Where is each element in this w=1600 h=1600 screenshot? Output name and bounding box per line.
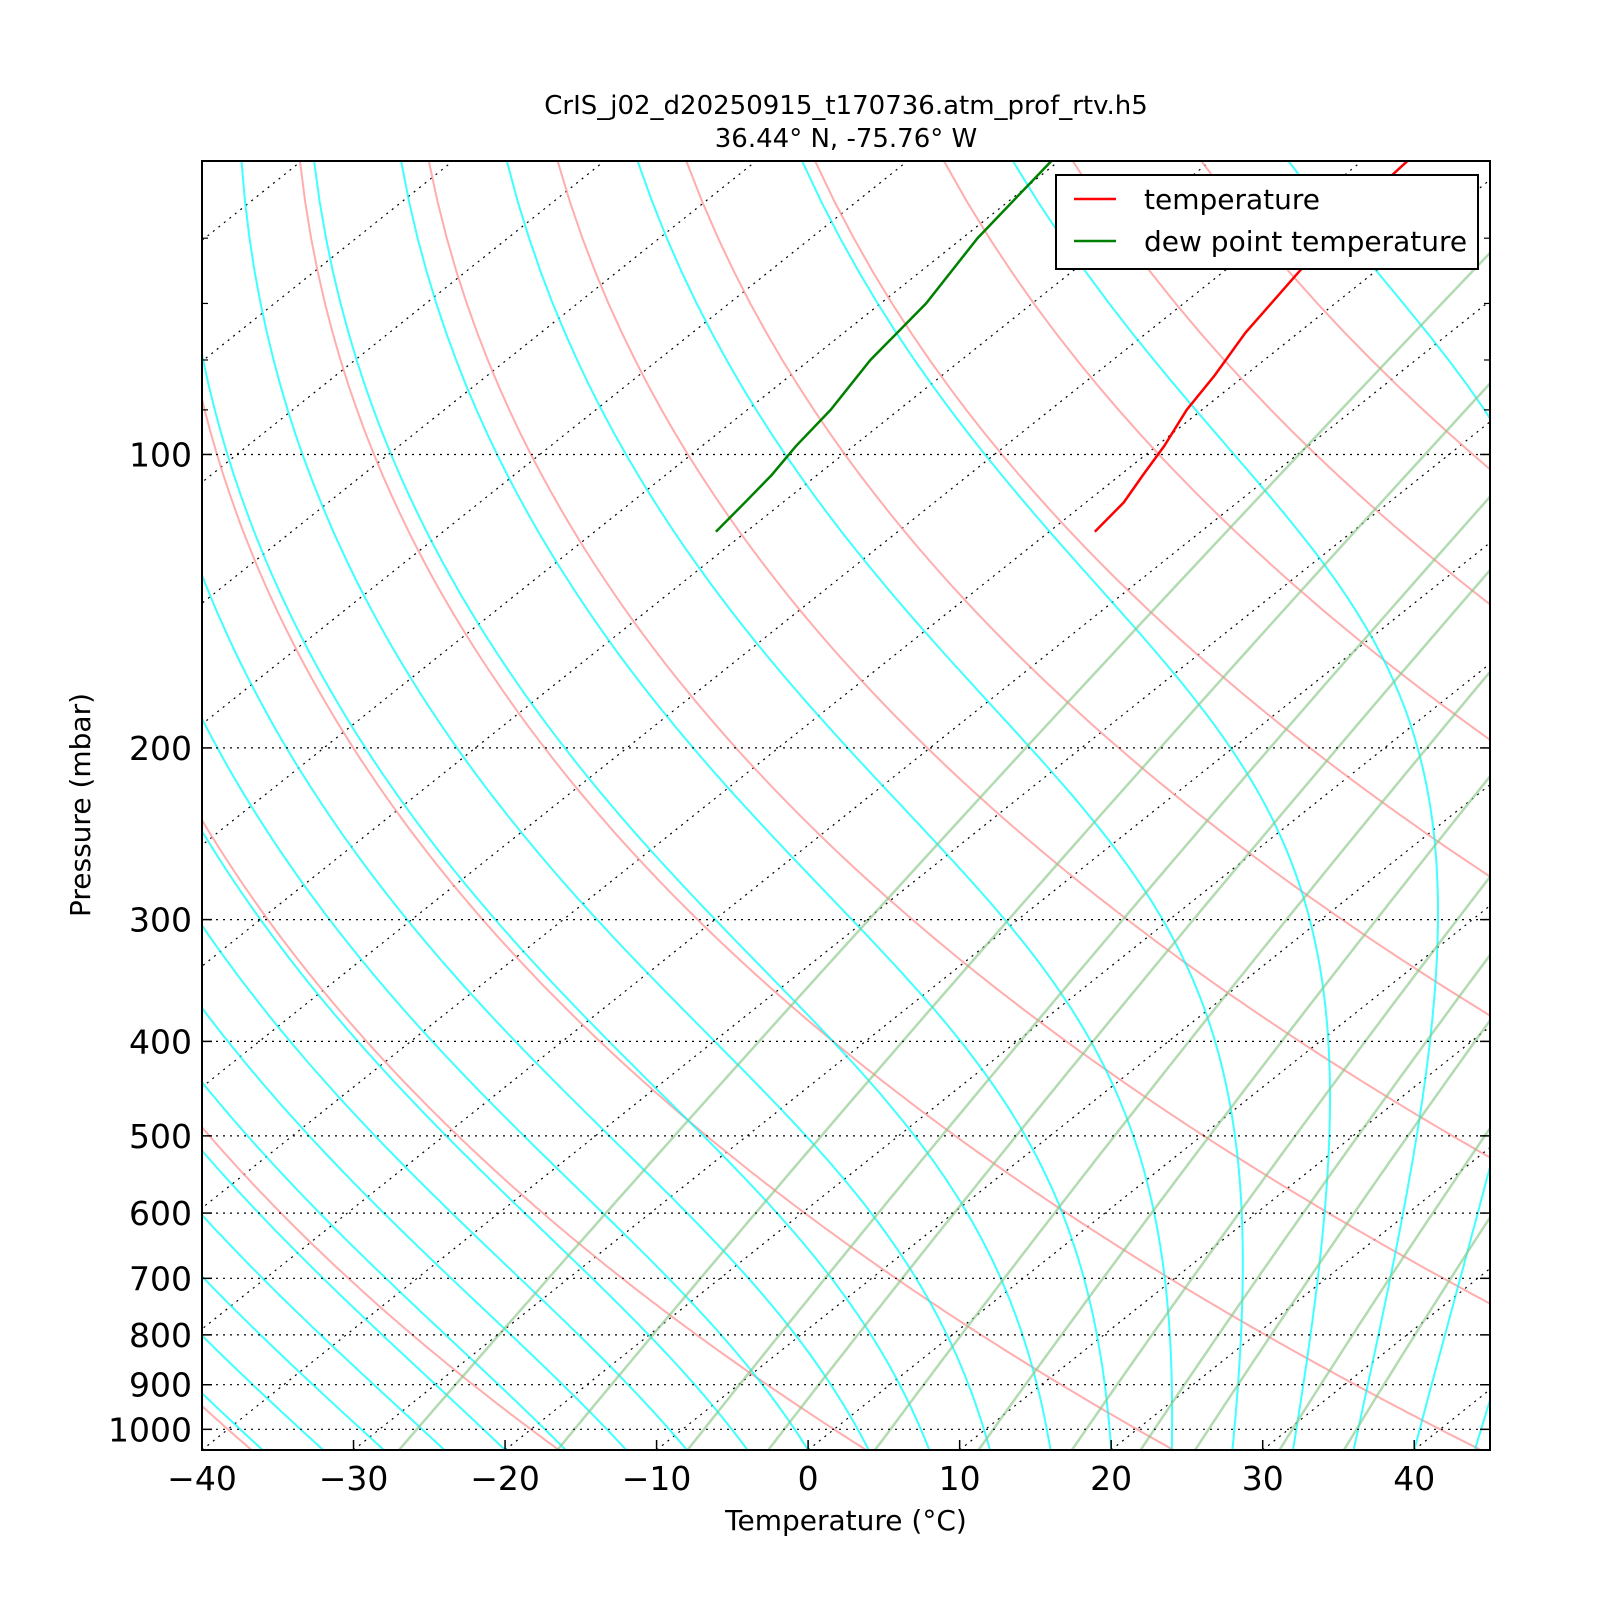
chart-subtitle: 36.44° N, -75.76° W: [715, 124, 977, 154]
x-tick-label: −20: [470, 1459, 540, 1498]
legend-label-dew-point: dew point temperature: [1144, 225, 1467, 258]
y-axis: 100 200 300 400 500 600 700 800 900 1000: [108, 237, 1490, 1449]
dry-adiabat-line: [299, 161, 1482, 1450]
x-tick-label: 0: [798, 1459, 819, 1498]
isotherm-line: [1413, 1388, 1490, 1450]
x-axis: −40 −30 −20 −10 0 10 20 30 40: [167, 1440, 1435, 1498]
dew-point-line: [715, 161, 1053, 533]
dry-adiabat-line: [427, 161, 1490, 1305]
x-tick-label: −10: [622, 1459, 692, 1498]
legend-label-temperature: temperature: [1144, 183, 1320, 216]
dry-adiabat-line: [814, 161, 1490, 878]
plot-background-lines: [202, 161, 1600, 1450]
moist-adiabat-line: [240, 161, 991, 1450]
isotherm-line: [1262, 1267, 1490, 1450]
moist-adiabat-line: [1473, 1396, 1490, 1450]
moist-adiabat-line: [202, 1006, 628, 1450]
moist-adiabat-line: [400, 161, 1113, 1450]
plot-frame: [201, 160, 1491, 1451]
y-tick-label: 700: [129, 1259, 192, 1298]
mixing-ratio-line: [1342, 1215, 1490, 1450]
legend-box: [1055, 174, 1479, 270]
dry-adiabat-line: [556, 161, 1490, 1159]
isotherm-line: [202, 161, 1211, 967]
dry-adiabat-line: [1071, 161, 1490, 606]
moist-adiabat-line: [636, 161, 1244, 1450]
isotherm-line: [807, 904, 1490, 1450]
x-tick-label: −40: [167, 1459, 237, 1498]
y-axis-label: Pressure (mbar): [64, 693, 97, 917]
isotherm-line: [1566, 161, 1600, 1450]
y-tick-label: 400: [129, 1022, 192, 1061]
isotherm-line: [1110, 1146, 1490, 1450]
moist-adiabat-line: [1012, 161, 1439, 1450]
mixing-ratio-line: [686, 494, 1490, 1450]
mixing-ratio-line: [977, 774, 1490, 1450]
x-tick-label: 10: [939, 1459, 981, 1498]
isotherm-line: [202, 179, 1490, 1209]
y-tick-label: 800: [129, 1316, 192, 1355]
y-tick-label: 300: [129, 901, 192, 940]
moist-adiabat-line: [202, 829, 749, 1450]
y-tick-label: 200: [129, 729, 192, 768]
isotherm-line: [202, 161, 302, 242]
mixing-ratio-line: [1139, 952, 1490, 1450]
moist-adiabat-line: [202, 923, 688, 1450]
isotherm-line: [202, 161, 757, 605]
mixing-ratio-line: [767, 568, 1490, 1450]
x-tick-label: 30: [1242, 1459, 1284, 1498]
moist-adiabat-line: [202, 1149, 506, 1450]
dry-adiabat-line: [202, 394, 1174, 1450]
isotherm-line: [202, 300, 1490, 1330]
mixing-ratio-line: [556, 381, 1490, 1450]
isotherm-line: [353, 541, 1490, 1450]
moist-adiabat-line: [202, 1274, 385, 1450]
dry-adiabat-line: [202, 1404, 253, 1450]
dry-adiabat-line: [685, 161, 1490, 1017]
y-tick-label: 900: [129, 1366, 192, 1405]
moist-adiabat-line: [202, 1080, 567, 1450]
isotherm-line: [959, 1025, 1490, 1450]
y-tick-label: 500: [129, 1117, 192, 1156]
legend: temperature dew point temperature: [1055, 174, 1479, 270]
moist-adiabat-line: [202, 1213, 446, 1450]
mixing-ratio-line: [1278, 1125, 1490, 1450]
moist-adiabat-line: [202, 1391, 264, 1450]
moist-adiabat-line: [202, 349, 931, 1450]
chart-title: CrIS_j02_d20250915_t170736.atm_prof_rtv.…: [544, 91, 1148, 121]
moist-adiabat-line: [505, 161, 1174, 1450]
x-tick-label: −30: [319, 1459, 389, 1498]
x-axis-label: Temperature (°C): [724, 1504, 967, 1537]
mixing-ratio-line: [873, 669, 1490, 1450]
moist-adiabat-line: [313, 161, 1052, 1450]
y-tick-label: 100: [129, 435, 192, 474]
x-tick-label: 40: [1393, 1459, 1435, 1498]
moist-adiabat-line: [202, 716, 809, 1450]
mixing-ratio-line: [1194, 1018, 1490, 1450]
mixing-ratio-line: [398, 251, 1490, 1450]
isotherm-line: [504, 662, 1490, 1450]
moist-adiabat-line: [801, 161, 1331, 1450]
x-tick-label: 20: [1090, 1459, 1132, 1498]
y-tick-label: 600: [129, 1194, 192, 1233]
isotherm-line: [202, 421, 1490, 1450]
moist-adiabat-line: [202, 1448, 203, 1450]
y-tick-label: 1000: [108, 1410, 192, 1449]
mixing-ratio-line: [1070, 874, 1490, 1450]
isotherm-line: [656, 783, 1490, 1450]
pressure-gridlines: [202, 453, 1490, 1430]
dry-adiabat-line: [1200, 161, 1490, 471]
moist-adiabat-line: [1287, 161, 1490, 1450]
isotherm-line: [202, 161, 1363, 1088]
moist-adiabat-line: [202, 1334, 324, 1450]
